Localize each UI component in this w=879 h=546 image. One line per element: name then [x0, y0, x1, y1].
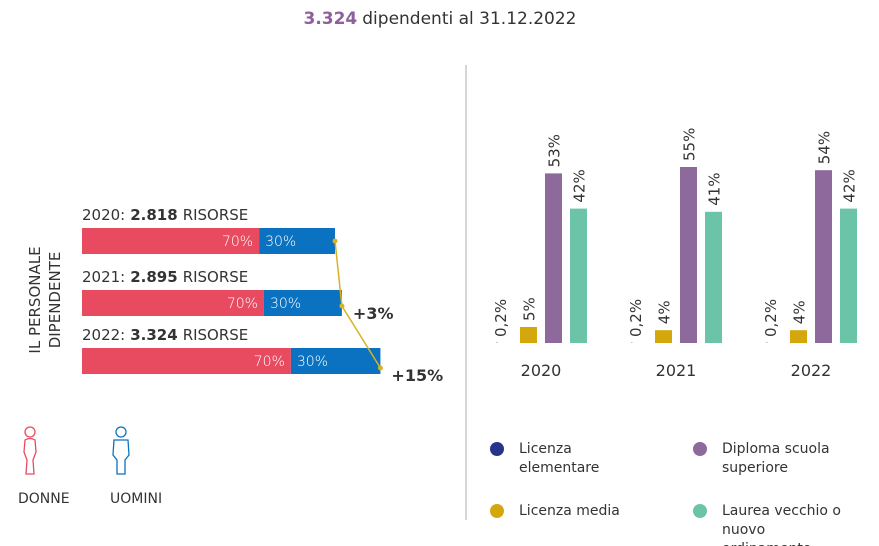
value-label: 0,2%	[627, 299, 645, 337]
bar	[766, 342, 768, 343]
bar-segment	[82, 228, 260, 254]
bar	[790, 330, 807, 343]
value-label: 0,2%	[762, 299, 780, 337]
x-tick-label: 2022	[791, 361, 832, 380]
title-text: dipendenti al 31.12.2022	[362, 9, 576, 29]
bar	[496, 342, 498, 343]
growth-label: +15%	[391, 366, 443, 385]
growth-label: +3%	[353, 304, 394, 323]
bar-segment	[82, 290, 264, 316]
bar	[631, 342, 633, 343]
row-label: 2021: 2.895 RISORSE	[82, 268, 248, 286]
bar-segment	[259, 228, 335, 254]
bar	[520, 327, 537, 343]
legend-label: Licenza elementare	[519, 441, 600, 476]
legend-marker	[490, 442, 504, 456]
value-label: 42%	[571, 169, 589, 202]
bar	[815, 170, 832, 343]
legend-label: Diploma scuola superiore	[722, 441, 830, 476]
row-category: 2021:	[82, 268, 125, 286]
segment-label: 70%	[222, 234, 253, 250]
row-label: 2022: 3.324 RISORSE	[82, 326, 248, 344]
growth-dot	[332, 238, 338, 244]
female-icon	[23, 426, 37, 475]
row-total: 2.895	[130, 268, 177, 286]
title-highlight: 3.324	[303, 9, 357, 29]
value-label: 4%	[656, 300, 674, 324]
legend-marker	[490, 504, 504, 518]
legend-label: UOMINI	[110, 491, 162, 507]
legend-label: Laurea vecchio o nuovo ordinamento	[722, 503, 841, 546]
bar-segment	[290, 348, 381, 374]
bar	[705, 211, 722, 343]
page-title: 3.324 dipendenti al 31.12.2022	[303, 9, 576, 29]
x-tick-label: 2020	[521, 361, 562, 380]
bar-segment	[82, 348, 291, 374]
row-category: 2020:	[82, 206, 125, 224]
bar	[655, 330, 672, 343]
legend-marker	[693, 504, 707, 518]
bar-segment	[263, 290, 342, 316]
value-label: 42%	[841, 169, 859, 202]
segment-label: 70%	[254, 354, 285, 370]
segment-label: 30%	[297, 354, 328, 370]
value-label: 41%	[706, 172, 724, 205]
value-label: 53%	[546, 134, 564, 167]
bar	[545, 173, 562, 343]
row-category: 2022:	[82, 326, 125, 344]
row-unit: RISORSE	[183, 326, 249, 344]
value-label: 4%	[791, 300, 809, 324]
row-unit: RISORSE	[183, 206, 249, 224]
value-label: 55%	[681, 128, 699, 161]
legend-label: Licenza media	[519, 503, 620, 519]
segment-label: 30%	[265, 234, 296, 250]
male-icon	[112, 426, 130, 475]
x-tick-label: 2021	[656, 361, 697, 380]
row-total: 3.324	[130, 326, 177, 344]
segment-label: 70%	[227, 296, 258, 312]
value-label: 0,2%	[492, 299, 510, 337]
legend-label: DONNE	[18, 491, 70, 507]
growth-dot	[339, 303, 345, 309]
row-label: 2020: 2.818 RISORSE	[82, 206, 248, 224]
value-label: 54%	[816, 131, 834, 164]
bar	[570, 208, 587, 343]
row-total: 2.818	[130, 206, 177, 224]
growth-dot	[377, 365, 383, 371]
segment-label: 30%	[270, 296, 301, 312]
bar	[840, 208, 857, 343]
y-axis-label: IL PERSONALE	[26, 246, 44, 353]
y-axis-label: DIPENDENTE	[46, 252, 64, 349]
value-label: 5%	[521, 297, 539, 321]
row-unit: RISORSE	[183, 268, 249, 286]
legend-marker	[693, 442, 707, 456]
bar	[680, 167, 697, 343]
